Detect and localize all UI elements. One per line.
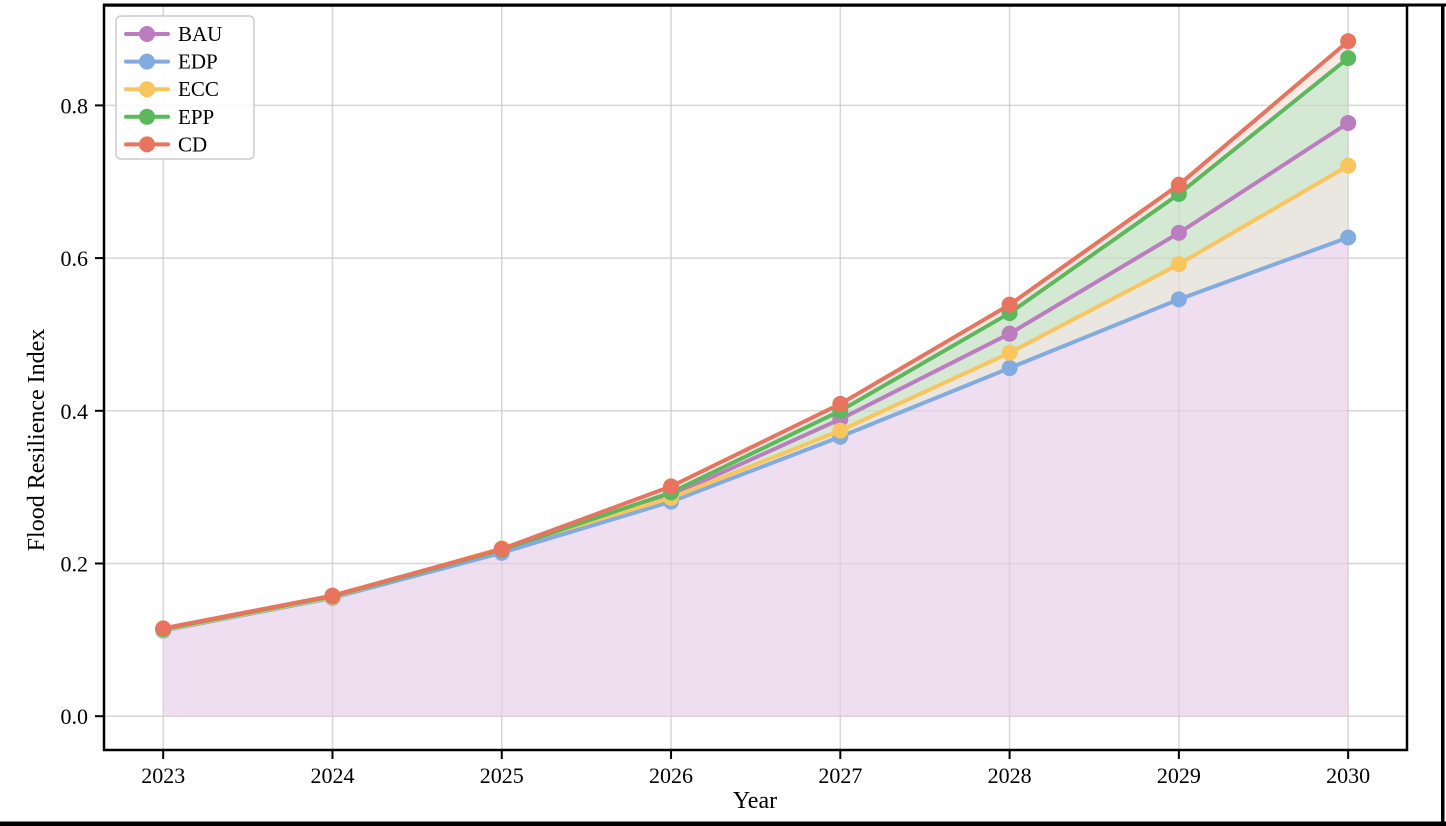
- legend-label-BAU: BAU: [178, 22, 222, 46]
- x-tick-label: 2027: [818, 763, 862, 788]
- data-point-CD-2028: [1001, 296, 1018, 313]
- legend-marker-dot-BAU: [139, 26, 155, 42]
- x-tick-label: 2025: [480, 763, 524, 788]
- data-point-CD-2029: [1170, 176, 1187, 193]
- x-tick-label: 2026: [649, 763, 693, 788]
- y-tick-label: 0.0: [61, 704, 89, 729]
- data-point-EDP-2028: [1001, 360, 1018, 377]
- area-fill-baseline-EDP: [163, 237, 1349, 717]
- data-point-CD-2025: [493, 540, 510, 557]
- data-point-BAU-2030: [1340, 114, 1357, 131]
- legend-marker-dot-CD: [139, 136, 155, 153]
- y-axis-title: Flood Resilience Index: [24, 329, 50, 552]
- x-tick-label: 2028: [988, 763, 1032, 788]
- data-point-CD-2027: [832, 395, 849, 412]
- legend-marker-dot-EPP: [139, 108, 155, 125]
- data-point-CD-2024: [324, 587, 341, 604]
- data-point-ECC-2029: [1170, 256, 1187, 273]
- data-point-CD-2026: [663, 478, 680, 495]
- x-axis-title: Year: [733, 788, 777, 814]
- legend-label-ECC: ECC: [178, 77, 219, 101]
- legend-marker-dot-EDP: [139, 53, 155, 70]
- data-point-CD-2023: [155, 620, 172, 637]
- x-tick-label: 2023: [141, 763, 185, 788]
- data-point-CD-2030: [1340, 33, 1357, 50]
- y-tick-label: 0.2: [61, 552, 89, 577]
- legend-marker-dot-ECC: [139, 81, 155, 98]
- series-line-CD: [161, 39, 1351, 631]
- x-tick-label: 2029: [1157, 763, 1201, 788]
- legend-label-EDP: EDP: [178, 50, 218, 74]
- data-point-ECC-2028: [1001, 344, 1018, 361]
- data-point-EDP-2029: [1170, 291, 1187, 308]
- data-point-BAU-2028: [1001, 325, 1018, 342]
- y-tick-label: 0.4: [61, 399, 89, 424]
- data-point-EPP-2030: [1340, 50, 1357, 67]
- data-point-EDP-2030: [1340, 229, 1357, 246]
- frame-right-line: [1441, 3, 1445, 826]
- frame-bottom-line: [0, 821, 1446, 826]
- y-tick-label: 0.6: [61, 246, 89, 271]
- y-tick-label: 0.8: [61, 93, 89, 118]
- legend-label-EPP: EPP: [178, 105, 214, 129]
- data-point-ECC-2030: [1340, 157, 1357, 174]
- data-point-ECC-2027: [832, 422, 849, 439]
- data-point-BAU-2029: [1170, 224, 1187, 241]
- legend-label-CD: CD: [178, 132, 207, 156]
- frame-top-line: [103, 3, 1446, 7]
- x-tick-label: 2024: [310, 763, 354, 788]
- x-tick-label: 2030: [1326, 763, 1370, 788]
